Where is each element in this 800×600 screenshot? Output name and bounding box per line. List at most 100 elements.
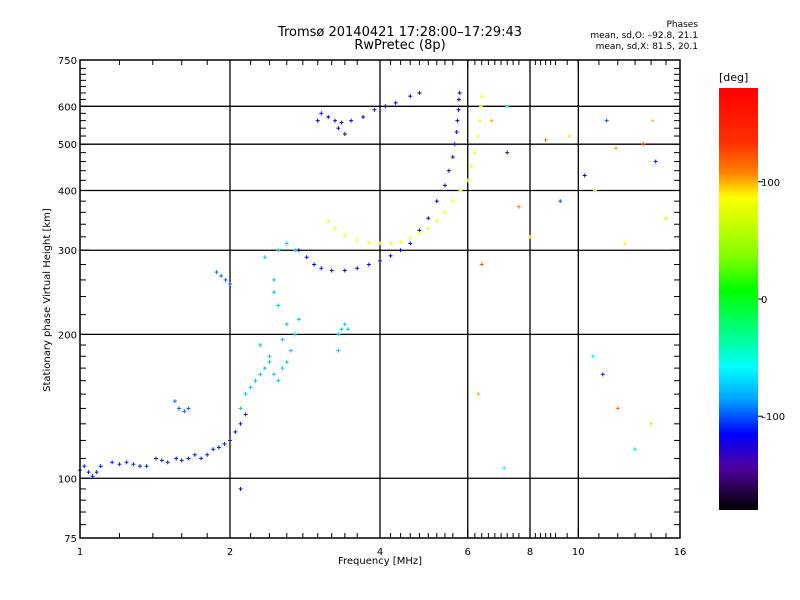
data-point [199, 456, 204, 461]
data-point [238, 406, 243, 411]
y-tick-label: 75 [64, 534, 77, 545]
data-point [339, 120, 344, 125]
data-point [398, 248, 403, 253]
data-point [326, 219, 331, 224]
data-point [558, 199, 563, 204]
data-point [641, 142, 646, 147]
data-point [90, 474, 95, 479]
data-point [333, 226, 338, 231]
data-point [280, 366, 285, 371]
data-point [153, 456, 158, 461]
data-point [267, 360, 272, 365]
data-point [479, 262, 484, 267]
data-point [650, 118, 655, 123]
data-point [211, 447, 216, 452]
data-point [458, 188, 463, 193]
data-point [267, 354, 272, 359]
data-point [329, 268, 334, 273]
data-point [476, 134, 481, 139]
data-point [502, 466, 507, 471]
data-point [243, 412, 248, 417]
data-point [233, 429, 238, 434]
data-point [472, 150, 477, 155]
colorbar: 100 0 –100 [719, 88, 785, 510]
data-point [664, 216, 669, 221]
data-point [159, 458, 164, 463]
data-point [276, 248, 281, 253]
data-point [478, 118, 483, 123]
data-point [339, 327, 344, 332]
data-point [284, 241, 289, 246]
data-point [457, 90, 462, 95]
data-point [276, 378, 281, 383]
data-point [243, 392, 248, 397]
data-point [342, 322, 347, 327]
data-point [192, 452, 197, 457]
data-point [489, 118, 494, 123]
y-tick-label: 100 [58, 474, 77, 485]
data-point [378, 241, 382, 246]
data-point [388, 241, 393, 246]
data-point [528, 234, 532, 239]
data-point [417, 90, 422, 95]
x-tick-label: 10 [572, 547, 585, 558]
data-point [271, 277, 276, 282]
data-point [355, 266, 360, 271]
data-point [456, 97, 461, 102]
data-point [253, 378, 258, 383]
data-point [336, 332, 341, 337]
data-point [172, 399, 177, 404]
data-point [258, 372, 263, 377]
data-point [292, 332, 297, 337]
chart-title: Tromsø 20140421 17:28:00–17:29:43 [0, 26, 800, 39]
data-point [304, 255, 309, 260]
data-point [262, 366, 267, 371]
data-point [296, 317, 301, 322]
x-tick-label: 2 [227, 547, 233, 558]
data-point [366, 262, 371, 267]
data-point [408, 94, 413, 99]
data-point [292, 248, 297, 253]
data-point [333, 118, 338, 123]
data-point [117, 462, 122, 467]
x-tick-label: 16 [674, 547, 687, 558]
data-point [349, 118, 354, 123]
data-point [315, 118, 320, 123]
data-point [312, 262, 317, 267]
data-point [182, 409, 187, 414]
data-point [222, 441, 227, 446]
data-point [388, 253, 393, 258]
data-point [336, 348, 341, 353]
data-point [452, 142, 457, 147]
data-point [446, 168, 451, 173]
data-point [165, 460, 170, 465]
data-point [613, 146, 618, 151]
data-point [465, 178, 470, 183]
data-point [342, 268, 347, 273]
data-point [82, 464, 87, 469]
data-point [223, 277, 228, 282]
colorbar-gradient [719, 88, 758, 510]
data-point [124, 460, 129, 465]
data-point [288, 348, 293, 353]
data-point [186, 406, 191, 411]
data-point [479, 104, 484, 109]
legend-title: Phases [666, 20, 698, 30]
data-point [361, 114, 366, 119]
data-point [479, 94, 484, 99]
data-point [86, 470, 91, 475]
data-points [78, 90, 669, 491]
data-point [417, 231, 422, 236]
data-point [131, 462, 136, 467]
data-point [271, 290, 276, 295]
data-point [319, 111, 324, 116]
y-tick-label: 600 [58, 102, 77, 113]
y-tick-label: 500 [58, 140, 77, 151]
data-point [345, 327, 350, 332]
y-tick-label: 300 [58, 246, 77, 257]
data-point [248, 385, 253, 390]
data-point [228, 438, 232, 443]
data-point [434, 199, 439, 204]
data-point [219, 273, 224, 278]
data-point [98, 464, 103, 469]
